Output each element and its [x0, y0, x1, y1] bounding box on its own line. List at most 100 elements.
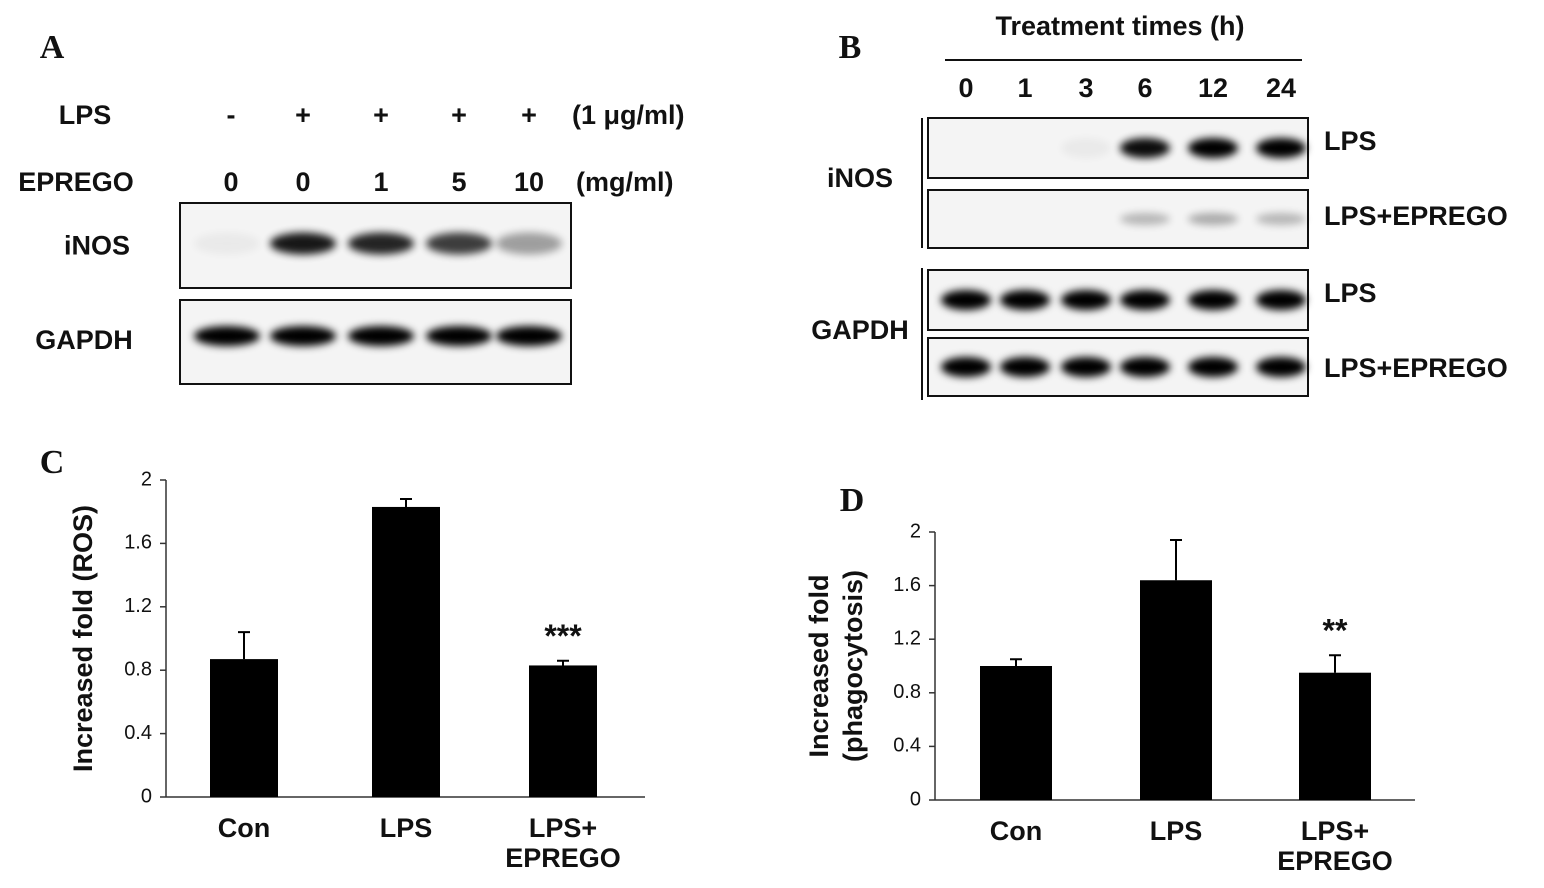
y-tick-label: 2 [910, 520, 921, 542]
band [941, 290, 991, 310]
error-bar [238, 631, 250, 660]
bar [1299, 672, 1371, 800]
band [1188, 138, 1238, 158]
y-tick-label: 0 [141, 785, 152, 807]
panel-letter: B [839, 29, 862, 66]
condition-label: LPS+EPREGO [1324, 201, 1508, 231]
band [1188, 290, 1238, 310]
error-bar [1329, 654, 1341, 673]
time-label: 1 [1017, 73, 1032, 103]
x-tick-label: LPS [1150, 816, 1203, 846]
band [1120, 213, 1170, 225]
group-label: iNOS [827, 163, 893, 193]
unit-label: (1 μg/ml) [572, 100, 685, 130]
x-tick-label: Con [218, 813, 270, 843]
lane-label: 0 [295, 167, 310, 197]
band [1256, 138, 1306, 158]
band [194, 326, 260, 346]
band [1000, 357, 1050, 377]
band [194, 232, 260, 255]
lane-label: + [373, 100, 389, 130]
band [1256, 290, 1306, 310]
time-label: 24 [1266, 73, 1296, 103]
band [1120, 357, 1170, 377]
lane-label: + [295, 100, 311, 130]
band [1188, 357, 1238, 377]
error-bar [1010, 658, 1022, 666]
significance: *** [544, 618, 582, 654]
band [496, 326, 562, 346]
y-axis-label: Increased fold (ROS) [68, 505, 98, 772]
band [270, 326, 336, 346]
time-label: 12 [1198, 73, 1228, 103]
x-tick-label: LPS+ EPREGO [1277, 816, 1393, 876]
y-tick-label: 1.2 [124, 595, 152, 617]
blot-label: iNOS [64, 231, 130, 261]
bar [1140, 580, 1212, 800]
lane-label: + [521, 100, 537, 130]
panel-letter: A [40, 29, 65, 66]
error-bar [1170, 539, 1182, 581]
band [1256, 357, 1306, 377]
bar [372, 506, 440, 797]
band [1256, 213, 1306, 225]
band [1000, 290, 1050, 310]
band [941, 357, 991, 377]
bar [529, 665, 597, 797]
blot [927, 189, 1309, 249]
band [1061, 290, 1111, 310]
unit-label: (mg/ml) [576, 167, 674, 197]
band [1188, 213, 1238, 225]
y-tick-label: 1.6 [124, 532, 152, 554]
y-tick-label: 0.8 [893, 681, 921, 703]
band [1061, 357, 1111, 377]
blot-label: GAPDH [35, 325, 133, 355]
row-label: LPS [59, 100, 112, 130]
panel-letter: D [840, 482, 865, 519]
lane-label: 5 [451, 167, 466, 197]
lane-label: 1 [373, 167, 388, 197]
y-tick-label: 0.8 [124, 658, 152, 680]
y-axis-label: Increased fold (phagocytosis) [804, 570, 868, 762]
x-tick-label: Con [990, 816, 1042, 846]
lane-label: 0 [223, 167, 238, 197]
bar [210, 659, 278, 797]
lane-label: 10 [514, 167, 544, 197]
lane-label: - [227, 100, 236, 130]
panel-letter: C [40, 444, 65, 481]
lane-label: + [451, 100, 467, 130]
blot [927, 269, 1309, 331]
x-tick-label: LPS+ EPREGO [505, 813, 621, 873]
band [426, 232, 492, 255]
blot [927, 117, 1309, 179]
time-label: 0 [958, 73, 973, 103]
y-tick-label: 1.2 [893, 627, 921, 649]
x-tick-label: LPS [380, 813, 433, 843]
band [348, 232, 414, 255]
blot-title: Treatment times (h) [995, 11, 1244, 41]
significance: ** [1323, 613, 1348, 649]
bar [980, 666, 1052, 800]
group-label: GAPDH [811, 315, 909, 345]
time-label: 6 [1137, 73, 1152, 103]
band [1061, 138, 1111, 158]
y-tick-label: 0.4 [893, 735, 921, 757]
band [496, 232, 562, 255]
y-tick-label: 0.4 [124, 722, 152, 744]
condition-label: LPS [1324, 278, 1377, 308]
blot [927, 337, 1309, 397]
y-tick-label: 2 [141, 468, 152, 490]
time-label: 3 [1078, 73, 1093, 103]
y-tick-label: 0 [910, 788, 921, 810]
error-bar [557, 659, 569, 666]
band [1120, 138, 1170, 158]
condition-label: LPS+EPREGO [1324, 353, 1508, 383]
band [348, 326, 414, 346]
band [1120, 290, 1170, 310]
y-tick-label: 1.6 [893, 574, 921, 596]
band [426, 326, 492, 346]
band [270, 232, 336, 255]
error-bar [400, 498, 412, 507]
row-label: EPREGO [18, 167, 134, 197]
